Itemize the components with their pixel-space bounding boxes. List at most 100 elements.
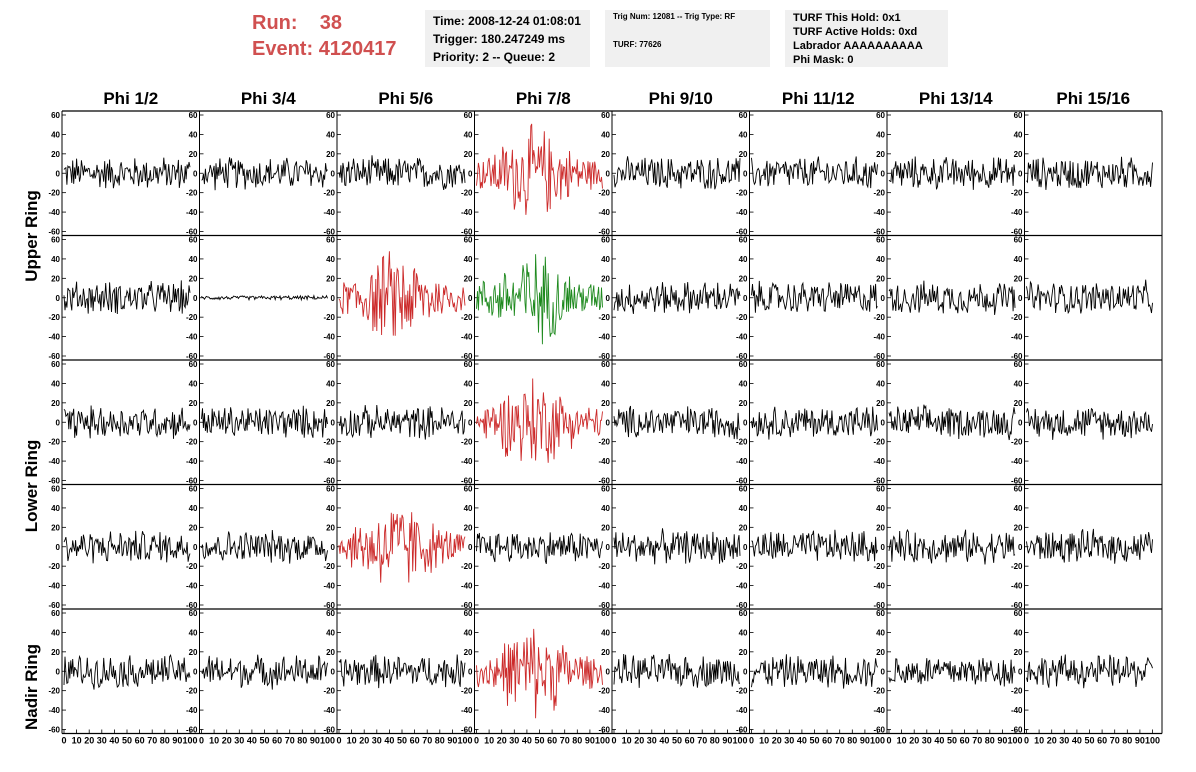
x-tick-label: 0 xyxy=(336,736,341,746)
y-tick-label: -40 xyxy=(323,582,335,591)
y-tick-label: -40 xyxy=(186,208,198,217)
waveform-trace-r4-c4 xyxy=(476,532,603,565)
waveform-trace-r3-c8 xyxy=(1026,407,1153,440)
y-tick-label: 20 xyxy=(189,523,198,532)
y-tick-label: -60 xyxy=(461,601,473,610)
y-tick-label: -60 xyxy=(186,477,198,486)
y-tick-label: -40 xyxy=(598,706,610,715)
y-tick-label: 40 xyxy=(189,255,198,264)
turf-text: TURF: 77626 xyxy=(613,40,662,49)
x-tick-label: 20 xyxy=(634,736,644,746)
x-tick-label: 80 xyxy=(847,736,857,746)
x-tick-label: 0 xyxy=(886,736,891,746)
y-tick-label: -60 xyxy=(736,352,748,361)
x-tick-label: 30 xyxy=(1059,736,1069,746)
y-tick-label: -20 xyxy=(598,562,610,571)
y-tick-label: -20 xyxy=(461,438,473,447)
y-tick-label: -20 xyxy=(598,189,610,198)
y-tick-label: -60 xyxy=(598,601,610,610)
x-tick-label: 50 xyxy=(672,736,682,746)
y-tick-label: 0 xyxy=(56,667,61,676)
x-tick-label: 30 xyxy=(372,736,382,746)
x-tick-label: 40 xyxy=(659,736,669,746)
y-tick-label: 20 xyxy=(1014,399,1023,408)
y-tick-label: 0 xyxy=(1018,543,1023,552)
x-tick-label: 50 xyxy=(534,736,544,746)
x-tick-label: 0 xyxy=(199,736,204,746)
waveform-trace-r3-c2 xyxy=(201,405,328,438)
waveform-trace-r3-c5 xyxy=(613,405,741,440)
x-tick-label: 90 xyxy=(1135,736,1145,746)
y-tick-label: -20 xyxy=(186,313,198,322)
y-tick-label: 0 xyxy=(606,667,611,676)
y-tick-label: 40 xyxy=(739,130,748,139)
y-tick-label: 40 xyxy=(51,130,60,139)
y-tick-label: 0 xyxy=(468,667,473,676)
turf-active-text: TURF Active Holds: 0xd xyxy=(793,26,918,38)
y-tick-label: -40 xyxy=(598,457,610,466)
y-tick-label: 60 xyxy=(1014,485,1023,494)
x-tick-label: 0 xyxy=(61,736,66,746)
y-tick-label: 20 xyxy=(739,150,748,159)
waveform-trace-r3-c4 xyxy=(476,378,603,463)
y-tick-label: 20 xyxy=(189,648,198,657)
y-tick-label: 40 xyxy=(1014,628,1023,637)
x-tick-label: 40 xyxy=(109,736,119,746)
y-tick-label: 60 xyxy=(51,360,60,369)
y-tick-label: -40 xyxy=(1011,208,1023,217)
y-tick-label: -20 xyxy=(48,562,60,571)
y-tick-label: -40 xyxy=(186,457,198,466)
y-tick-label: -40 xyxy=(598,208,610,217)
y-tick-label: -60 xyxy=(598,726,610,735)
y-tick-label: 20 xyxy=(876,523,885,532)
y-tick-label: -60 xyxy=(873,601,885,610)
y-tick-label: 20 xyxy=(1014,523,1023,532)
y-tick-label: 60 xyxy=(739,485,748,494)
run-event-block: Run: 38 Event: 4120417 xyxy=(252,10,397,62)
x-tick-label: 70 xyxy=(285,736,295,746)
y-tick-label: 60 xyxy=(51,609,60,618)
waveform-trace-r1-c6 xyxy=(751,156,878,189)
y-tick-label: 0 xyxy=(331,543,336,552)
y-tick-label: 20 xyxy=(51,399,60,408)
event-value: 4120417 xyxy=(318,38,397,60)
y-tick-label: 0 xyxy=(193,543,198,552)
y-tick-label: -60 xyxy=(1011,477,1023,486)
y-tick-label: 60 xyxy=(326,111,335,120)
x-tick-label: 20 xyxy=(222,736,232,746)
y-tick-label: -40 xyxy=(461,457,473,466)
x-tick-label: 70 xyxy=(147,736,157,746)
y-tick-label: 20 xyxy=(739,399,748,408)
y-tick-label: 0 xyxy=(606,169,611,178)
y-tick-label: 0 xyxy=(468,169,473,178)
y-tick-label: -60 xyxy=(598,228,610,237)
y-tick-label: -20 xyxy=(1011,687,1023,696)
x-tick-label: 20 xyxy=(497,736,507,746)
y-tick-label: -40 xyxy=(736,208,748,217)
waveform-trace-r5-c5 xyxy=(613,653,741,688)
y-tick-label: -20 xyxy=(1011,438,1023,447)
column-header-4: Phi 7/8 xyxy=(516,89,571,108)
y-tick-label: -20 xyxy=(461,562,473,571)
x-tick-label: 90 xyxy=(447,736,457,746)
y-tick-label: 40 xyxy=(1014,379,1023,388)
x-tick-label: 80 xyxy=(1122,736,1132,746)
y-tick-label: 60 xyxy=(876,360,885,369)
y-tick-label: 20 xyxy=(876,274,885,283)
waveform-trace-r1-c4 xyxy=(476,123,603,215)
y-tick-label: -60 xyxy=(736,601,748,610)
y-tick-label: 20 xyxy=(876,648,885,657)
y-tick-label: 20 xyxy=(601,150,610,159)
y-tick-label: 0 xyxy=(1018,169,1023,178)
y-tick-label: -40 xyxy=(1011,333,1023,342)
x-tick-label: 40 xyxy=(1072,736,1082,746)
column-header-1: Phi 1/2 xyxy=(103,89,158,108)
y-tick-label: 20 xyxy=(464,523,473,532)
y-tick-label: -60 xyxy=(873,228,885,237)
y-tick-label: 20 xyxy=(326,399,335,408)
phi-mask-text: Phi Mask: 0 xyxy=(793,54,854,66)
y-tick-label: 0 xyxy=(743,418,748,427)
y-tick-label: -40 xyxy=(736,333,748,342)
x-tick-label: 20 xyxy=(359,736,369,746)
y-tick-label: 40 xyxy=(601,130,610,139)
